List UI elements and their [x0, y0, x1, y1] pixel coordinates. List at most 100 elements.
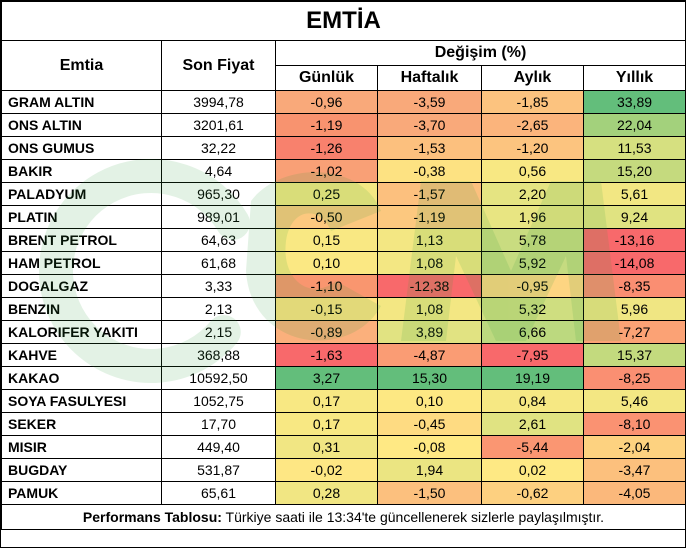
monthly-change: -2,65: [481, 113, 584, 137]
table-row: ONS GUMUS 32,22 -1,26 -1,53 -1,20 11,53: [1, 136, 686, 160]
last-price: 2,13: [161, 297, 276, 321]
last-price: 10592,50: [161, 366, 276, 390]
monthly-change: 5,78: [481, 228, 584, 252]
daily-change: -1,26: [275, 136, 378, 160]
monthly-change: 5,92: [481, 251, 584, 275]
monthly-change: -0,62: [481, 481, 584, 505]
header-monthly: Aylık: [481, 65, 584, 91]
monthly-change: 0,02: [481, 458, 584, 482]
last-price: 32,22: [161, 136, 276, 160]
commodity-name: ONS GUMUS: [1, 136, 162, 160]
yearly-change: 5,96: [582, 297, 686, 321]
commodity-name: MISIR: [1, 435, 162, 459]
header-commodity: Emtia: [1, 40, 162, 91]
weekly-change: 1,13: [377, 228, 482, 252]
daily-change: 0,10: [275, 251, 378, 275]
table-row: BRENT PETROL 64,63 0,15 1,13 5,78 -13,16: [1, 228, 686, 252]
weekly-change: 1,94: [377, 458, 482, 482]
commodity-table: EMTİA Emtia Son Fiyat Değişim (%) Günlük…: [0, 1, 686, 530]
table-row: PAMUK 65,61 0,28 -1,50 -0,62 -4,05: [1, 481, 686, 505]
yearly-change: 11,53: [582, 136, 686, 160]
weekly-change: -3,59: [377, 90, 482, 114]
header-last-price: Son Fiyat: [161, 40, 276, 91]
monthly-change: 6,66: [481, 320, 584, 344]
footer-label: Performans Tablosu:: [82, 509, 222, 525]
table-row: KAHVE 368,88 -1,63 -4,87 -7,95 15,37: [1, 343, 686, 367]
monthly-change: 19,19: [481, 366, 584, 390]
page-title: EMTİA: [0, 1, 686, 41]
last-price: 4,64: [161, 159, 276, 183]
last-price: 449,40: [161, 435, 276, 459]
last-price: 61,68: [161, 251, 276, 275]
monthly-change: -1,85: [481, 90, 584, 114]
commodity-name: SOYA FASULYESI: [1, 389, 162, 413]
daily-change: -1,19: [275, 113, 378, 137]
header-yearly: Yıllık: [582, 65, 686, 91]
daily-change: 0,15: [275, 228, 378, 252]
daily-change: -0,02: [275, 458, 378, 482]
last-price: 17,70: [161, 412, 276, 436]
table-body: GRAM ALTIN 3994,78 -0,96 -3,59 -1,85 33,89 ONS…: [1, 90, 686, 505]
monthly-change: 0,56: [481, 159, 584, 183]
daily-change: 0,25: [275, 182, 378, 206]
daily-change: 0,28: [275, 481, 378, 505]
yearly-change: -13,16: [582, 228, 686, 252]
table-row: KAKAO 10592,50 3,27 15,30 19,19 -8,25: [1, 366, 686, 390]
yearly-change: -8,10: [582, 412, 686, 436]
weekly-change: 3,89: [377, 320, 482, 344]
last-price: 1052,75: [161, 389, 276, 413]
commodity-name: KALORIFER YAKITI: [1, 320, 162, 344]
weekly-change: -1,53: [377, 136, 482, 160]
daily-change: 0,17: [275, 412, 378, 436]
daily-change: 3,27: [275, 366, 378, 390]
yearly-change: -3,47: [582, 458, 686, 482]
weekly-change: -0,38: [377, 159, 482, 183]
yearly-change: -14,08: [582, 251, 686, 275]
commodity-name: BAKIR: [1, 159, 162, 183]
commodity-name: HAM PETROL: [1, 251, 162, 275]
monthly-change: -1,20: [481, 136, 584, 160]
monthly-change: 2,61: [481, 412, 584, 436]
last-price: 3,33: [161, 274, 276, 298]
daily-change: 0,17: [275, 389, 378, 413]
commodity-name: KAHVE: [1, 343, 162, 367]
monthly-change: 0,84: [481, 389, 584, 413]
last-price: 64,63: [161, 228, 276, 252]
weekly-change: 1,08: [377, 297, 482, 321]
weekly-change: 1,08: [377, 251, 482, 275]
yearly-change: 15,20: [582, 159, 686, 183]
commodity-name: DOGALGAZ: [1, 274, 162, 298]
yearly-change: 5,46: [582, 389, 686, 413]
yearly-change: -4,05: [582, 481, 686, 505]
weekly-change: -1,57: [377, 182, 482, 206]
daily-change: -0,50: [275, 205, 378, 229]
table-row: PLATIN 989,01 -0,50 -1,19 1,96 9,24: [1, 205, 686, 229]
yearly-change: -8,25: [582, 366, 686, 390]
header-weekly: Haftalık: [377, 65, 482, 91]
table-row: SEKER 17,70 0,17 -0,45 2,61 -8,10: [1, 412, 686, 436]
yearly-change: 33,89: [582, 90, 686, 114]
monthly-change: 2,20: [481, 182, 584, 206]
monthly-change: -0,95: [481, 274, 584, 298]
last-price: 989,01: [161, 205, 276, 229]
commodity-name: BENZIN: [1, 297, 162, 321]
daily-change: -1,02: [275, 159, 378, 183]
yearly-change: -2,04: [582, 435, 686, 459]
weekly-change: -1,50: [377, 481, 482, 505]
table-row: HAM PETROL 61,68 0,10 1,08 5,92 -14,08: [1, 251, 686, 275]
daily-change: -1,63: [275, 343, 378, 367]
commodity-name: PLATIN: [1, 205, 162, 229]
weekly-change: 0,10: [377, 389, 482, 413]
yearly-change: -8,35: [582, 274, 686, 298]
table-row: DOGALGAZ 3,33 -1,10 -12,38 -0,95 -8,35: [1, 274, 686, 298]
header-change-group: Değişim (%): [274, 40, 686, 66]
table-row: PALADYUM 965,30 0,25 -1,57 2,20 5,61: [1, 182, 686, 206]
footer-text: Türkiye saati ile 13:34'te güncellenerek…: [221, 509, 605, 525]
last-price: 965,30: [161, 182, 276, 206]
last-price: 65,61: [161, 481, 276, 505]
weekly-change: -1,19: [377, 205, 482, 229]
last-price: 368,88: [161, 343, 276, 367]
table-row: BENZIN 2,13 -0,15 1,08 5,32 5,96: [1, 297, 686, 321]
header-daily: Günlük: [275, 65, 378, 91]
monthly-change: 1,96: [481, 205, 584, 229]
